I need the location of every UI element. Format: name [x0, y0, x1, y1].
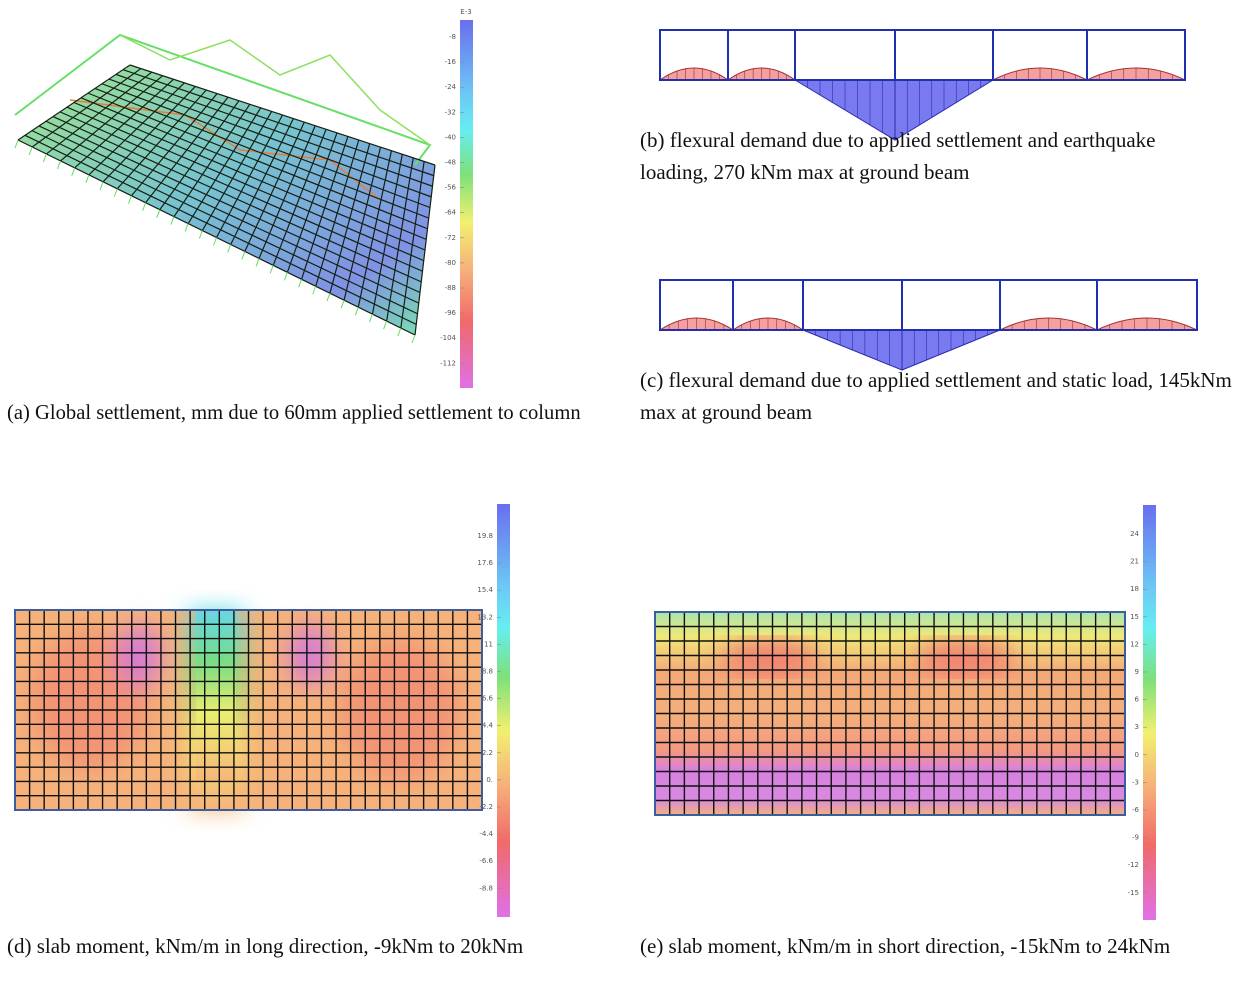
scale-label: 18 — [1130, 585, 1139, 593]
scale-label: -80 — [445, 259, 456, 267]
support — [355, 307, 358, 315]
support — [86, 175, 89, 183]
scale-label: -9 — [1132, 834, 1139, 842]
frame-bay — [895, 30, 993, 80]
scale-label: -24 — [445, 83, 457, 91]
scale-label: -2.2 — [479, 803, 493, 811]
support — [256, 258, 259, 266]
support — [313, 286, 316, 294]
scale-label: -6 — [1132, 806, 1140, 814]
support — [185, 224, 188, 232]
caption: (c) flexural demand due to applied settl… — [640, 364, 1246, 428]
color-scale — [497, 504, 510, 917]
scale-label: -3 — [1132, 778, 1139, 786]
scale-label: 6 — [1135, 696, 1140, 704]
figure: E-3 -8-16-24-32-40-48-56-64-72-80-88-96-… — [0, 0, 1251, 991]
scale-label: 12 — [1130, 640, 1139, 648]
frame-bay — [795, 30, 895, 80]
scale-label: 24 — [1130, 530, 1139, 538]
scale-header: E-3 — [460, 8, 471, 16]
scale-label: -6.6 — [479, 857, 493, 865]
support — [327, 293, 330, 301]
caption: (a) Global settlement, mm due to 60mm ap… — [7, 397, 647, 429]
scale-label: -16 — [445, 58, 457, 66]
scale-label: 4.4 — [482, 722, 494, 730]
scale-label: 6.6 — [482, 695, 494, 703]
frame-bay — [902, 280, 1000, 330]
scale-label: -88 — [445, 284, 456, 292]
scale-label: -64 — [445, 209, 457, 217]
scale-label: 11 — [484, 640, 493, 648]
scale-label: -32 — [445, 108, 456, 116]
scale-label: -56 — [445, 184, 457, 192]
scale-label: -104 — [440, 334, 456, 342]
scale-label: 13.2 — [477, 613, 493, 621]
scale-label: -12 — [1128, 861, 1139, 869]
caption: (d) slab moment, kNm/m in long direction… — [7, 930, 592, 962]
scale-label: -112 — [440, 359, 456, 367]
support — [369, 314, 372, 322]
support — [128, 196, 131, 204]
support — [15, 140, 18, 148]
scale-label: 17.6 — [477, 559, 493, 567]
scale-label: 2.2 — [482, 749, 493, 757]
support — [72, 168, 75, 176]
caption: (b) flexural demand due to applied settl… — [640, 124, 1200, 188]
moment-diagram-c — [660, 280, 1197, 370]
scale-label: 15.4 — [477, 586, 493, 594]
frame-bay — [803, 280, 902, 330]
support — [171, 217, 174, 225]
scale-label: 0. — [486, 776, 493, 784]
scale-label: -15 — [1128, 889, 1139, 897]
scale-label: -48 — [445, 159, 456, 167]
color-scale — [1143, 505, 1156, 920]
scale-label: 8.8 — [482, 668, 493, 676]
support — [143, 203, 146, 211]
support — [100, 182, 103, 190]
support — [157, 210, 160, 218]
support — [299, 279, 302, 287]
scale-label: -72 — [445, 234, 456, 242]
support — [398, 328, 401, 336]
scale-label: 21 — [1130, 558, 1139, 566]
caption: (e) slab moment, kNm/m in short directio… — [640, 930, 1245, 962]
support — [43, 154, 46, 162]
scale-label: 19.8 — [477, 532, 493, 540]
support — [341, 300, 344, 308]
scale-label: -96 — [445, 309, 457, 317]
scale-label: 9 — [1135, 668, 1139, 676]
settlement-model — [15, 35, 435, 343]
support — [384, 321, 387, 329]
scale-label: -8.8 — [479, 884, 493, 892]
scale-label: 0 — [1135, 751, 1139, 759]
scale-label: -40 — [445, 133, 456, 141]
color-scale — [460, 20, 473, 388]
support — [270, 265, 273, 273]
scale-label: 3 — [1135, 723, 1139, 731]
support — [199, 231, 202, 239]
support — [412, 335, 415, 343]
scale-label: -8 — [449, 33, 456, 41]
support — [114, 189, 117, 197]
support — [228, 244, 231, 252]
scale-label: 15 — [1130, 613, 1139, 621]
support — [58, 161, 61, 169]
scale-label: -4.4 — [479, 830, 493, 838]
support — [284, 272, 287, 280]
support — [29, 147, 32, 155]
support — [242, 251, 245, 259]
support — [214, 238, 217, 246]
